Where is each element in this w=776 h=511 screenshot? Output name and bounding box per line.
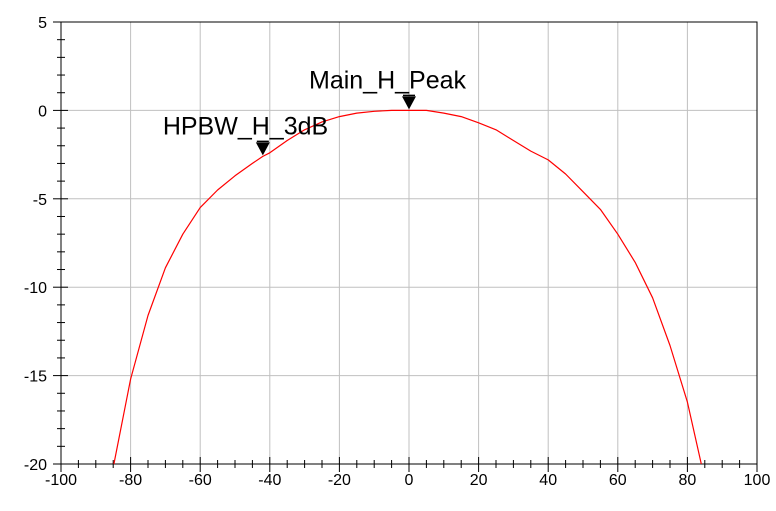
y-tick-label: -10 bbox=[24, 280, 47, 297]
y-tick-label: 5 bbox=[38, 15, 47, 32]
grid bbox=[61, 22, 757, 464]
y-tick-labels: 5 0 -5 -10 -15 -20 bbox=[24, 15, 47, 474]
x-tick-label: 60 bbox=[609, 472, 627, 489]
y-tick-label: -5 bbox=[33, 192, 47, 209]
series-line bbox=[113, 109, 702, 465]
marker-label: HPBW_H_3dB bbox=[163, 112, 328, 140]
x-tick-label: -40 bbox=[258, 472, 281, 489]
y-tick-label: 0 bbox=[38, 103, 47, 120]
x-tick-label: 100 bbox=[744, 472, 771, 489]
x-tick-label: 80 bbox=[679, 472, 697, 489]
x-tick-label: -80 bbox=[119, 472, 142, 489]
x-tick-label: 40 bbox=[539, 472, 557, 489]
y-tick-label: -15 bbox=[24, 369, 47, 386]
series-group bbox=[113, 109, 702, 465]
x-tick-label: -100 bbox=[45, 472, 77, 489]
marker-label: Main_H_Peak bbox=[309, 66, 467, 94]
x-tick-labels: -100 -80 -60 -40 -20 0 20 40 60 80 100 bbox=[45, 472, 770, 489]
x-tick-label: -60 bbox=[189, 472, 212, 489]
marker-triangle bbox=[402, 96, 416, 110]
markers-group: Main_H_Peak HPBW_H_3dB bbox=[163, 66, 467, 156]
x-tick-label: 20 bbox=[470, 472, 488, 489]
axis-ticks bbox=[53, 21, 758, 472]
y-tick-label: -20 bbox=[24, 457, 47, 474]
x-tick-label: -20 bbox=[328, 472, 351, 489]
x-tick-label: 0 bbox=[405, 472, 414, 489]
marker-triangle bbox=[255, 142, 270, 156]
